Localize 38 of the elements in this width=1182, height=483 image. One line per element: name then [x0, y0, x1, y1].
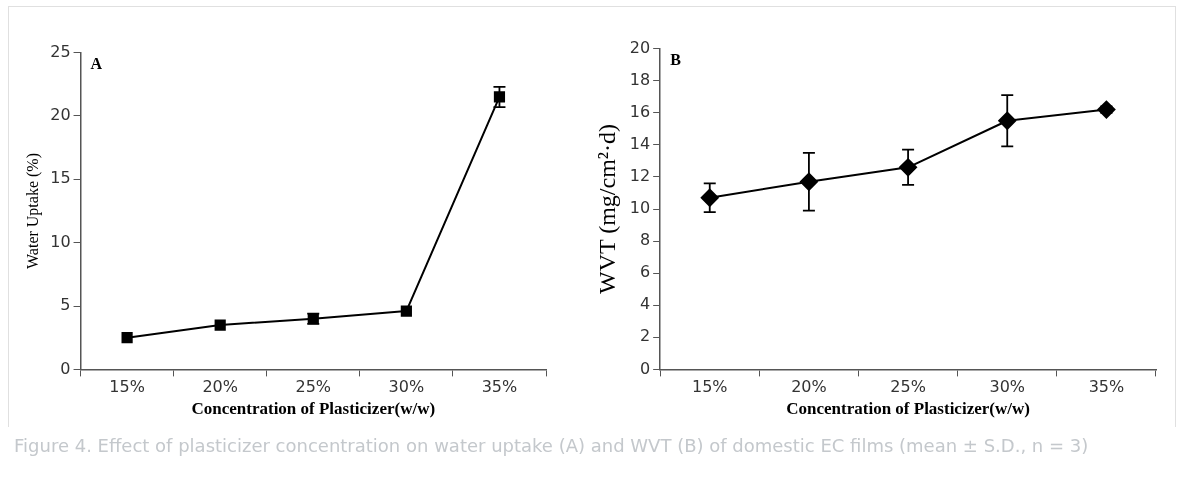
y-tick-label: 2: [639, 326, 651, 346]
point: [493, 91, 506, 103]
annotation: B: [670, 50, 682, 68]
y-tick-label: 20: [629, 37, 651, 57]
y-tick-label: 5: [60, 295, 71, 315]
x-tick-label: 15%: [691, 377, 728, 397]
x-tick-label: 30%: [388, 377, 425, 397]
y-axis-title: WVT (mg/cm²·d): [593, 123, 620, 295]
x-tick-label: 35%: [481, 377, 518, 397]
y-tick-label: 20: [50, 105, 71, 125]
x-tick-label: 30%: [989, 377, 1026, 397]
y-tick-label: 8: [639, 230, 651, 250]
y-tick-label: 25: [50, 41, 71, 61]
y-tick-label: 10: [629, 198, 651, 218]
x-tick-label: 15%: [109, 377, 145, 397]
x-tick-label: 25%: [295, 377, 332, 397]
y-tick-label: 0: [60, 358, 71, 378]
y-tick-label: 0: [639, 358, 651, 378]
y-tick-label: 10: [50, 231, 71, 251]
y-tick-label: 12: [629, 166, 651, 186]
caption: Figure 4. Effect of plasticizer concentration on water uptake (A) and WVT (B) of domestic EC films (mean ± S.D., n = 3): [14, 435, 1090, 456]
x-tick-label: 35%: [1088, 377, 1125, 397]
y-tick-label: 15: [50, 168, 71, 188]
x-tick-label: 20%: [202, 377, 238, 397]
y-tick-label: 14: [629, 134, 651, 153]
point: [121, 332, 133, 344]
y-tick-label: 6: [639, 262, 651, 282]
y-tick-label: 18: [629, 69, 651, 89]
x-axis-title: Concentration of Plasticizer(w/w): [191, 399, 436, 419]
point: [214, 319, 226, 331]
x-tick-label: 25%: [890, 377, 926, 397]
x-axis-title: Concentration of Plasticizer(w/w): [786, 399, 1030, 419]
annotation: A: [90, 54, 103, 72]
point: [400, 305, 412, 317]
y-tick-label: 16: [629, 101, 651, 121]
y-tick-label: 4: [639, 294, 651, 314]
y-axis-title: Water Uptake (%): [23, 153, 42, 269]
x-tick-label: 20%: [791, 377, 827, 397]
